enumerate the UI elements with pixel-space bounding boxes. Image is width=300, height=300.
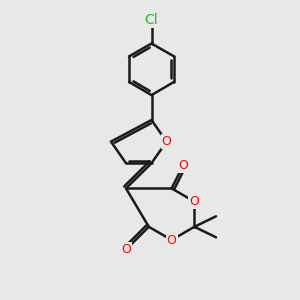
Text: O: O bbox=[190, 195, 199, 208]
Text: Cl: Cl bbox=[145, 13, 158, 26]
Text: O: O bbox=[167, 233, 176, 247]
Text: O: O bbox=[178, 159, 188, 172]
Text: O: O bbox=[121, 243, 131, 256]
Text: O: O bbox=[162, 135, 171, 148]
